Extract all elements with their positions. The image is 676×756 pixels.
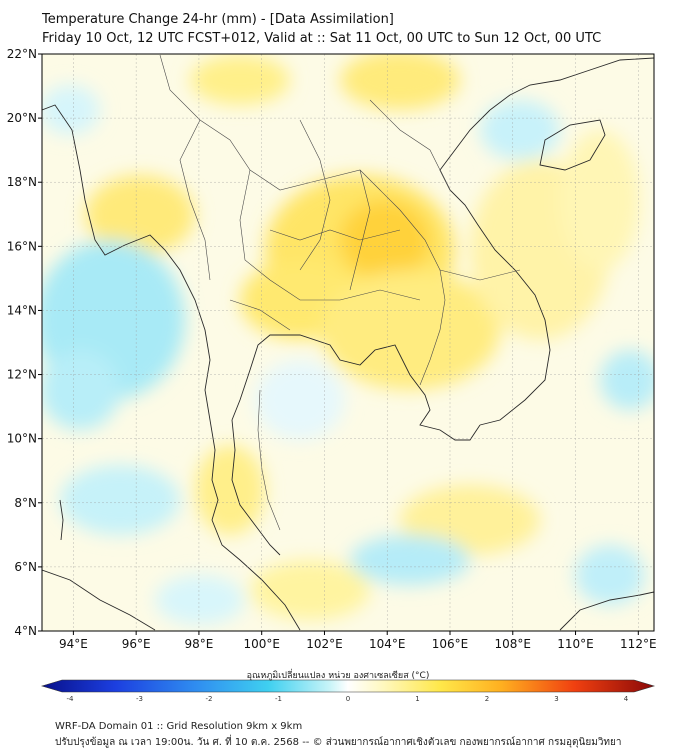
- map-title: Temperature Change 24-hr (mm) - [Data As…: [42, 12, 394, 27]
- lon-tick-label: 104°E: [369, 637, 406, 651]
- footer-update-info: ปรับปรุงข้อมูล ณ เวลา 19:00น. วัน ศ. ที่…: [55, 737, 622, 748]
- colorbar-tick-label: 4: [624, 695, 629, 703]
- lon-tick-label: 96°E: [122, 637, 151, 651]
- lat-tick-label: 16°N: [7, 239, 37, 253]
- colorbar-tick-label: -4: [67, 695, 75, 703]
- lon-tick-label: 100°E: [243, 637, 280, 651]
- lon-tick-label: 98°E: [184, 637, 213, 651]
- lat-tick-label: 6°N: [14, 560, 37, 574]
- lon-tick-label: 102°E: [306, 637, 343, 651]
- colorbar: -4 -3 -2 -1 0 1 2 3 4: [40, 679, 656, 703]
- colorbar-label: อุณหภูมิเปลี่ยนแปลง หน่วย องศาเซลเซียส (…: [246, 671, 430, 681]
- lon-tick-label: 112°E: [620, 637, 657, 651]
- longitude-axis: 94°E 96°E 98°E 100°E 102°E 104°E 106°E 108°E 110…: [59, 631, 657, 651]
- temperature-field: [42, 54, 654, 631]
- lat-tick-label: 4°N: [14, 624, 37, 638]
- lat-tick-label: 8°N: [14, 496, 37, 510]
- admin-borders: [159, 54, 521, 531]
- lat-tick-label: 18°N: [7, 175, 37, 189]
- lat-tick-label: 10°N: [7, 432, 37, 446]
- colorbar-tick-label: 1: [415, 695, 419, 703]
- lon-tick-label: 110°E: [557, 637, 594, 651]
- lat-tick-label: 20°N: [7, 111, 37, 125]
- colorbar-tick-label: -1: [275, 695, 282, 703]
- latitude-axis: 4°N 6°N 8°N 10°N 12°N 14°N 16°N 18°N 20°N 22°N: [7, 47, 42, 638]
- lon-tick-label: 106°E: [432, 637, 469, 651]
- colorbar-tick-label: 0: [346, 695, 350, 703]
- lat-tick-label: 12°N: [7, 368, 37, 382]
- lon-tick-label: 108°E: [495, 637, 532, 651]
- map-frame: [41, 53, 655, 632]
- map-subtitle: Friday 10 Oct, 12 UTC FCST+012, Valid at…: [42, 31, 602, 46]
- lon-tick-label: 94°E: [59, 637, 88, 651]
- graticule: [42, 54, 654, 631]
- colorbar-tick-label: -3: [136, 695, 143, 703]
- colorbar-tick-label: 3: [554, 695, 558, 703]
- lat-tick-label: 14°N: [7, 303, 37, 317]
- colorbar-ticks: -4 -3 -2 -1 0 1 2 3 4: [67, 695, 629, 703]
- coastlines: [42, 57, 654, 631]
- lat-tick-label: 22°N: [7, 47, 37, 61]
- colorbar-tick-label: 2: [485, 695, 489, 703]
- colorbar-tick-label: -2: [206, 695, 213, 703]
- colorbar-body: [40, 679, 656, 693]
- footer-model-info: WRF-DA Domain 01 :: Grid Resolution 9km …: [55, 721, 303, 732]
